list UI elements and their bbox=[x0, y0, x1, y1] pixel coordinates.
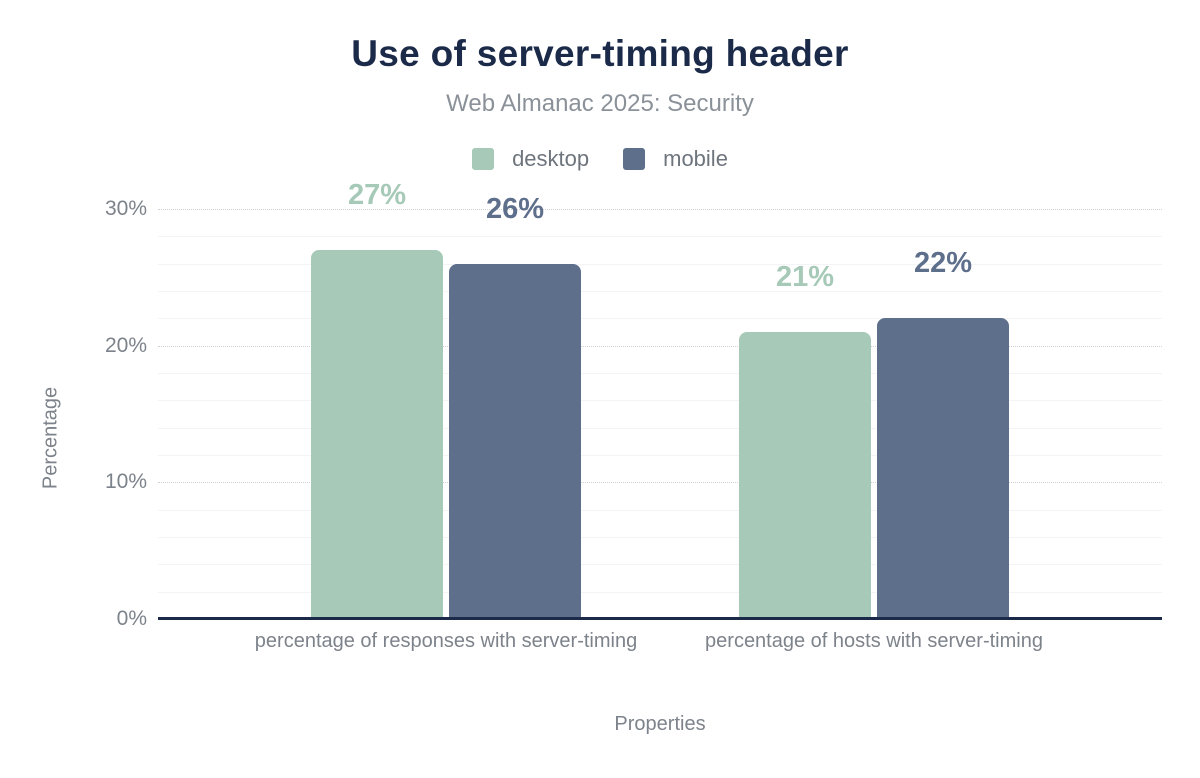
bar-value-label-desktop-1: 21% bbox=[775, 260, 835, 293]
y-tick-label: 30% bbox=[104, 196, 147, 220]
legend-swatch-desktop bbox=[472, 148, 495, 170]
gridline-minor bbox=[158, 236, 1162, 238]
legend-swatch-mobile bbox=[623, 148, 646, 170]
gridline-minor bbox=[158, 372, 1162, 374]
legend-label-mobile: mobile bbox=[663, 146, 728, 171]
x-category-label-1: percentage of hosts with server-timing bbox=[705, 630, 1043, 652]
chart-subtitle: Web Almanac 2025: Security bbox=[446, 90, 754, 117]
bar-desktop-1 bbox=[739, 331, 871, 619]
chart-title: Use of server-timing header bbox=[351, 33, 849, 74]
gridline-minor bbox=[158, 564, 1162, 566]
y-tick-label: 10% bbox=[104, 470, 147, 494]
gridline-minor bbox=[158, 400, 1162, 402]
legend-item-mobile: mobile bbox=[623, 146, 728, 172]
gridline-major bbox=[158, 345, 1162, 347]
x-axis-line bbox=[158, 617, 1162, 620]
gridline-major bbox=[158, 208, 1162, 210]
gridline-minor bbox=[158, 509, 1162, 511]
bar-desktop-0 bbox=[311, 249, 443, 619]
bar-mobile-0 bbox=[449, 263, 581, 619]
bar-value-label-mobile-1: 22% bbox=[913, 247, 973, 280]
bar-value-label-desktop-0: 27% bbox=[347, 178, 407, 211]
gridline-minor bbox=[158, 591, 1162, 593]
gridline-major bbox=[158, 482, 1162, 484]
gridline-minor bbox=[158, 536, 1162, 538]
bar-mobile-1 bbox=[877, 318, 1009, 619]
legend-label-desktop: desktop bbox=[512, 146, 590, 171]
gridline-minor bbox=[158, 427, 1162, 429]
x-axis-title: Properties bbox=[614, 713, 706, 735]
y-tick-label: 0% bbox=[116, 607, 147, 630]
gridline-minor bbox=[158, 454, 1162, 456]
legend-item-desktop: desktop bbox=[472, 146, 589, 172]
x-category-label-0: percentage of responses with server-timi… bbox=[254, 630, 638, 652]
gridline-minor bbox=[158, 263, 1162, 265]
legend: desktop mobile bbox=[0, 146, 1200, 172]
gridline-minor bbox=[158, 318, 1162, 320]
bar-value-label-mobile-0: 26% bbox=[485, 192, 545, 225]
y-tick-label: 20% bbox=[104, 333, 147, 357]
gridline-minor bbox=[158, 290, 1162, 292]
